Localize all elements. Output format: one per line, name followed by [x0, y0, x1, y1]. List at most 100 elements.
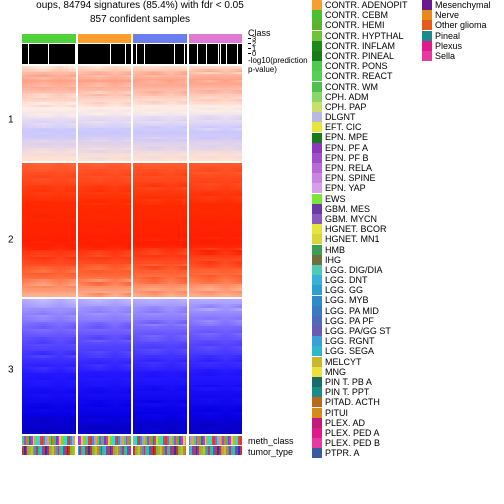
heatmap-subpanel [133, 299, 187, 434]
legend-swatch [422, 51, 432, 61]
annot-seg [133, 446, 187, 455]
legend-label: PITAD. ACTH [325, 397, 380, 407]
legend-col-methclass: CONTR. ADENOPITCONTR. CEBMCONTR. HEMICON… [312, 0, 432, 504]
legend-label: LGG. DIG/DIA [325, 265, 383, 275]
legend-item: CONTR. PONS [312, 61, 432, 71]
title-line-2: 857 confident samples [0, 14, 280, 25]
legend-item: HMB [312, 245, 432, 255]
legend-item: Plexus [422, 41, 504, 51]
legend-label: PLEX. PED B [325, 438, 380, 448]
legend-swatch [312, 438, 322, 448]
legend-item: EPN. SPINE [312, 173, 432, 183]
legend-label: CONTR. HYPTHAL [325, 31, 404, 41]
class-seg [189, 34, 243, 43]
class-seg [133, 34, 187, 43]
legend-label: Other glioma [435, 20, 487, 30]
legend-label: LGG. DNT [325, 275, 368, 285]
legend-item: CPH. PAP [312, 102, 432, 112]
legend-swatch [312, 82, 322, 92]
legend-item: MNG [312, 367, 432, 377]
legend-swatch [312, 265, 322, 275]
legend-item: IHG [312, 255, 432, 265]
legend-label: PIN T. PPT [325, 387, 369, 397]
heatmap-panel [22, 299, 242, 434]
annot-seg [189, 436, 243, 445]
legend-label: EPN. MPE [325, 132, 368, 142]
heatmap-subpanel [133, 66, 187, 161]
legend-label: CONTR. PINEAL [325, 51, 394, 61]
meth-class-bar [22, 436, 242, 445]
legend-item: CONTR. REACT [312, 71, 432, 81]
legend-item: EPN. MPE [312, 132, 432, 142]
legend-item: LGG. DNT [312, 275, 432, 285]
legend-item: EPN. PF B [312, 153, 432, 163]
legend-swatch [312, 346, 322, 356]
class-bar [22, 34, 242, 43]
legend-swatch [312, 10, 322, 20]
heatmap-subpanel [78, 163, 132, 298]
heatmap-panel [22, 66, 242, 161]
heatmap-subpanel [22, 66, 76, 161]
legend-label: EPN. PF B [325, 153, 369, 163]
legend-swatch [312, 285, 322, 295]
legend-label: LGG. PA/GG ST [325, 326, 391, 336]
legend-label: EPN. SPINE [325, 173, 376, 183]
legend-item: LGG. SEGA [312, 346, 432, 356]
legend-swatch [312, 275, 322, 285]
legend-label: GBM. MES [325, 204, 370, 214]
heatmap-subpanel [189, 299, 243, 434]
panel-label-2: 2 [8, 235, 14, 246]
heatmap-panel [22, 163, 242, 298]
legend-label: MNG [325, 367, 346, 377]
legend-swatch [312, 367, 322, 377]
class-legend: Class 3210 -log10(prediction p-value) [248, 31, 308, 74]
legend-swatch [312, 61, 322, 71]
legend-label: CONTR. HEMI [325, 20, 385, 30]
legend-swatch [312, 408, 322, 418]
legend-swatch [312, 102, 322, 112]
legend-item: EPN. YAP [312, 183, 432, 193]
legend-label: LGG. PA PF [325, 316, 374, 326]
legend-swatch [312, 0, 322, 10]
legend-item: EWS [312, 194, 432, 204]
legend-label: Mesenchymal [435, 0, 491, 10]
legend-label: CONTR. WM [325, 82, 378, 92]
legend-item: Pineal [422, 31, 504, 41]
legend-item: CONTR. HEMI [312, 20, 432, 30]
legend-swatch [312, 326, 322, 336]
legend-swatch [312, 214, 322, 224]
legend-swatch [312, 41, 322, 51]
legend-swatch [422, 31, 432, 41]
legend-swatch [422, 41, 432, 51]
annot-seg [22, 446, 76, 455]
legend-label: IHG [325, 255, 341, 265]
legend-label: Sella [435, 51, 455, 61]
legend-swatch [312, 194, 322, 204]
legend-label: PIN T. PB A [325, 377, 372, 387]
logp-bar [22, 44, 242, 64]
heatmap-subpanel [78, 299, 132, 434]
legend-item: PLEX. PED B [312, 438, 432, 448]
heatmap-subpanel [78, 66, 132, 161]
legend-label: HGNET. MN1 [325, 234, 380, 244]
legend-swatch [312, 51, 322, 61]
legend-label: DLGNT [325, 112, 356, 122]
legend-swatch [312, 153, 322, 163]
legend-swatch [312, 296, 322, 306]
logp-seg [78, 44, 132, 64]
annot-seg [133, 436, 187, 445]
class-seg [78, 34, 132, 43]
legend-label: EPN. YAP [325, 183, 366, 193]
legend-item: LGG. PA PF [312, 316, 432, 326]
legend-label: CPH. PAP [325, 102, 366, 112]
legend-item: EPN. RELA [312, 163, 432, 173]
legend-label: Pineal [435, 31, 460, 41]
legend-swatch [312, 20, 322, 30]
legend-item: CONTR. PINEAL [312, 51, 432, 61]
legend-swatch [312, 428, 322, 438]
legend-item: LGG. PA MID [312, 306, 432, 316]
annot-label-meth: meth_class [248, 436, 294, 446]
legend-swatch [312, 92, 322, 102]
legend-swatch [312, 173, 322, 183]
legend-item: CONTR. INFLAM [312, 41, 432, 51]
